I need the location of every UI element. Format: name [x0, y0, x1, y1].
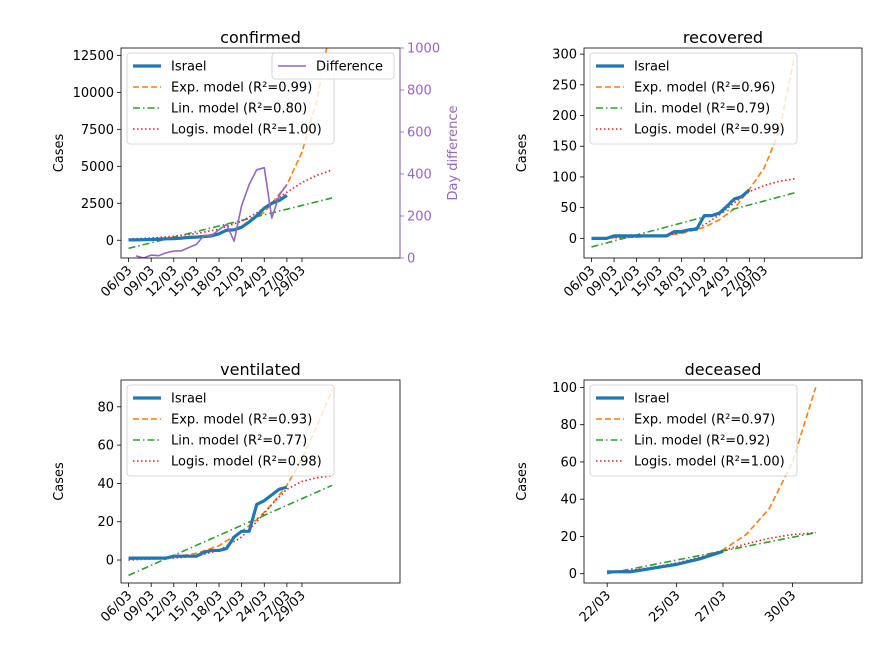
series-line-0	[128, 485, 288, 560]
axes-frame	[583, 47, 863, 259]
y-tick-label: 12500	[73, 49, 114, 64]
y-tick-label: 5000	[81, 160, 114, 175]
y2-tick-label: 800	[407, 84, 432, 99]
subplot-confirmed: confirmedCases0250050007500100001250006/…	[52, 28, 461, 300]
y-tick-label: 0	[569, 232, 577, 247]
y-tick-label: 80	[560, 418, 577, 433]
y-tick-label: 100	[552, 170, 577, 185]
y-tick-label: 80	[97, 400, 114, 415]
legend-label: Exp. model (R²=0.99)	[171, 81, 312, 96]
legend-secondary: Difference	[271, 52, 395, 80]
y-tick-label: 250	[552, 78, 577, 93]
legend-label: Israel	[171, 392, 207, 407]
legend-label: Exp. model (R²=0.93)	[171, 413, 312, 428]
legend-label: Israel	[634, 60, 670, 75]
y-tick-label: 300	[552, 48, 577, 63]
legend-label: Lin. model (R²=0.77)	[171, 434, 307, 449]
legend: Israel Exp. model (R²=0.93) Lin. model (R²…	[126, 384, 335, 477]
legend: Israel Exp. model (R²=0.96) Lin. model (R²…	[589, 52, 798, 145]
legend-label: Logis. model (R²=1.00)	[634, 455, 785, 470]
subplot-recovered: recoveredCases05010015020025030006/0309/…	[515, 28, 863, 300]
x-tick-label: 30/03	[762, 588, 799, 625]
legend-label: Logis. model (R²=0.98)	[171, 455, 322, 470]
plot-title: confirmed	[220, 28, 301, 47]
y-tick-label: 20	[97, 515, 114, 530]
series-line-0	[591, 188, 751, 240]
legend-label: Lin. model (R²=0.79)	[634, 102, 770, 117]
y-tick-label: 40	[560, 493, 577, 508]
subplot-deceased: deceased Cases 0 20 40 60 80 100 22/03 25/03 27/03…	[515, 360, 863, 625]
legend: Israel Exp. model (R²=0.97) Lin. model (R²…	[589, 384, 798, 477]
series-line-2	[128, 197, 333, 250]
y-tick-label: 0	[106, 554, 114, 569]
series-line-2	[591, 192, 795, 248]
legend-frame	[589, 52, 798, 145]
series-line-2	[607, 531, 816, 575]
y-axis-label: Cases	[52, 133, 67, 172]
series-line-0	[128, 194, 288, 242]
y-axis-label: Cases	[52, 462, 67, 501]
y2-tick-label: 200	[407, 210, 432, 225]
legend-label: Israel	[171, 60, 207, 75]
y2-tick-label: 1000	[407, 42, 440, 57]
y-tick-label: 2500	[81, 197, 114, 212]
y-axis-label: Cases	[515, 133, 530, 172]
y-tick-label: 60	[97, 439, 114, 454]
series-line-1	[607, 387, 817, 573]
axes-frame	[583, 379, 863, 584]
x-tick-label: 25/03	[646, 588, 683, 625]
y-tick-label: 60	[560, 455, 577, 470]
y2-axis-label: Day difference	[446, 105, 461, 200]
legend-label: Logis. model (R²=0.99)	[634, 123, 785, 138]
x-tick-label: 27/03	[693, 588, 730, 625]
legend-frame	[271, 52, 395, 80]
legend-label: Difference	[316, 60, 383, 75]
series-line-3	[128, 474, 333, 561]
y2-tick-label: 400	[407, 168, 432, 183]
y-tick-label: 50	[560, 201, 577, 216]
secondary-series-line-0	[135, 166, 288, 258]
legend-label: Israel	[634, 392, 670, 407]
legend-frame	[126, 384, 335, 477]
series-line-0	[607, 549, 724, 574]
series-line-2	[128, 484, 333, 577]
y-tick-label: 0	[106, 234, 114, 249]
y-tick-label: 20	[560, 530, 577, 545]
y-tick-label: 150	[552, 140, 577, 155]
legend-label: Lin. model (R²=0.80)	[171, 102, 307, 117]
plot-title: deceased	[685, 360, 762, 379]
x-tick-label: 22/03	[577, 588, 614, 625]
y-tick-label: 100	[552, 381, 577, 396]
y-axis-label: Cases	[515, 462, 530, 501]
plot-title: ventilated	[220, 360, 301, 379]
legend-label: Lin. model (R²=0.92)	[634, 434, 770, 449]
subplot-ventilated: ventilatedCases02040608006/0309/0312/031…	[52, 360, 401, 625]
y-tick-label: 7500	[81, 123, 114, 138]
axes-frame	[120, 379, 401, 584]
plot-title: recovered	[683, 28, 763, 47]
legend-label: Exp. model (R²=0.96)	[634, 81, 775, 96]
y-tick-label: 40	[97, 477, 114, 492]
legend-frame	[589, 384, 798, 477]
y-tick-label: 200	[552, 109, 577, 124]
y-tick-label: 10000	[73, 86, 114, 101]
y-tick-label: 0	[569, 567, 577, 582]
y2-tick-label: 0	[407, 252, 415, 267]
legend-label: Logis. model (R²=1.00)	[171, 123, 322, 138]
y2-tick-label: 600	[407, 126, 432, 141]
legend-label: Exp. model (R²=0.97)	[634, 413, 775, 428]
